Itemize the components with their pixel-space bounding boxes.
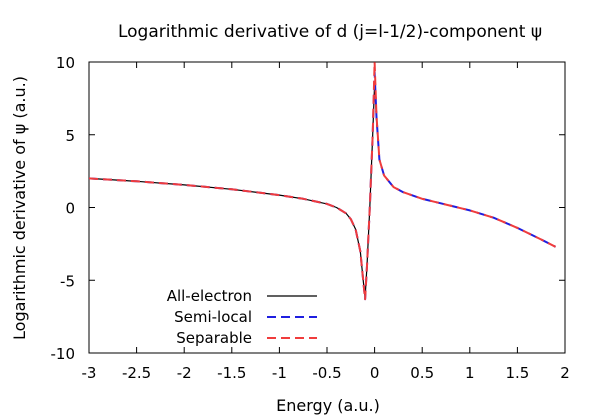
y-axis-label: Logarithmic derivative of ψ (a.u.) bbox=[10, 76, 29, 340]
x-tick-label: -0.5 bbox=[312, 364, 341, 382]
plot-area bbox=[88, 61, 566, 354]
y-tick-label: 0 bbox=[65, 200, 75, 218]
legend: All-electron Semi-local Separable bbox=[167, 287, 317, 347]
x-tick-label: -3 bbox=[82, 364, 97, 382]
x-axis-label: Energy (a.u.) bbox=[276, 396, 380, 415]
y-tick-label: 5 bbox=[65, 127, 75, 145]
x-tick-label: 2 bbox=[560, 364, 570, 382]
x-tick-label: -1.5 bbox=[217, 364, 246, 382]
x-tick-label: 0 bbox=[370, 364, 380, 382]
axis-ticks: -3 -2.5 -2 -1.5 -1 -0.5 0 0.5 1 1.5 2 10 5 0 -5 -10 bbox=[51, 54, 570, 382]
series-layer bbox=[88, 61, 556, 301]
x-tick-label: -2.5 bbox=[122, 364, 151, 382]
chart-title: Logarithmic derivative of d (j=l-1/2)-co… bbox=[118, 22, 542, 42]
x-tick-label: -2 bbox=[177, 364, 192, 382]
legend-label: Separable bbox=[176, 329, 252, 347]
legend-label: Semi-local bbox=[174, 308, 252, 326]
x-tick-label: 1 bbox=[465, 364, 475, 382]
y-tick-label: -10 bbox=[51, 345, 76, 363]
plot-border bbox=[88, 61, 566, 354]
series-line-all-electron bbox=[88, 83, 556, 299]
legend-label: All-electron bbox=[167, 287, 252, 305]
x-tick-label: 1.5 bbox=[505, 364, 529, 382]
x-tick-label: -1 bbox=[272, 364, 287, 382]
series-line-separable bbox=[88, 61, 556, 301]
y-tick-label: -5 bbox=[60, 272, 75, 290]
series-line-semi-local bbox=[88, 71, 556, 301]
y-tick-label: 10 bbox=[56, 54, 75, 72]
x-tick-label: 0.5 bbox=[410, 364, 434, 382]
